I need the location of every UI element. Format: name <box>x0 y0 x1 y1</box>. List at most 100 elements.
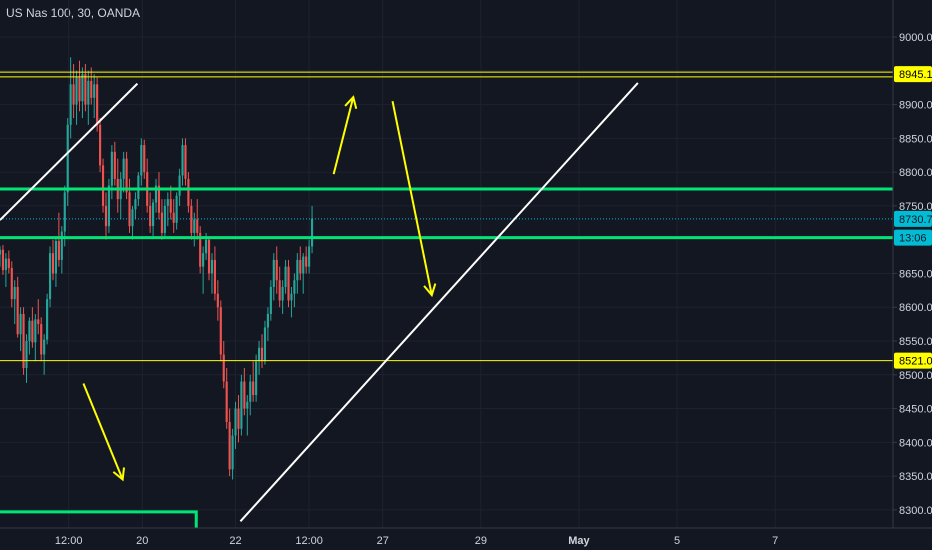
candle-body <box>54 241 58 274</box>
candle-body <box>240 381 243 429</box>
candle-body <box>246 401 249 409</box>
candle-body <box>184 145 187 179</box>
candle-body <box>101 165 105 206</box>
arrow-line <box>391 100 433 296</box>
drawings[interactable] <box>0 82 639 528</box>
candle-body <box>149 205 152 227</box>
candle-body <box>187 178 190 206</box>
candle-body <box>137 175 140 200</box>
horizontal-lines[interactable] <box>0 71 893 362</box>
candle-body <box>125 158 128 193</box>
grid <box>0 0 893 528</box>
candle-body <box>190 205 193 233</box>
candle-body <box>157 185 161 213</box>
candle-body <box>278 280 281 301</box>
candle-body <box>93 84 96 98</box>
candle-body <box>57 241 60 260</box>
candle-body <box>99 124 102 166</box>
price-tag <box>894 229 932 246</box>
candle-body <box>1 249 5 271</box>
candle-body <box>163 205 166 233</box>
candle-body <box>305 256 308 267</box>
x-tick-label: 7 <box>772 535 778 547</box>
candle-body <box>281 286 284 301</box>
candle-body <box>140 145 143 176</box>
candle-body <box>25 340 28 369</box>
y-tick-label: 8650.0 <box>899 268 932 280</box>
candle-body <box>10 268 13 300</box>
x-tick-label: 22 <box>229 535 241 547</box>
candle-body <box>43 339 46 355</box>
candle-body <box>60 231 63 260</box>
candle-body <box>287 266 290 301</box>
arrow-line <box>82 383 124 480</box>
candle-body <box>216 293 219 308</box>
candle-body <box>46 299 49 340</box>
price-axis[interactable]: 9000.08950.08900.08850.08800.08750.08650… <box>892 0 932 550</box>
candle-body <box>160 212 163 233</box>
y-tick-label: 8800.0 <box>899 167 932 179</box>
x-tick-label: 27 <box>377 535 389 547</box>
arrow-head <box>423 283 437 298</box>
candle-body <box>51 253 55 274</box>
candle-body <box>302 256 305 274</box>
candle-body <box>134 199 137 210</box>
price-tag-label: 8730.7 <box>899 214 932 226</box>
arrow-head <box>344 95 358 110</box>
y-tick-label: 8850.0 <box>899 133 932 145</box>
candle-body <box>275 259 278 281</box>
price-tag <box>894 352 932 369</box>
x-tick-label: 20 <box>136 535 148 547</box>
x-tick-label: May <box>568 535 590 547</box>
candle-body <box>257 347 261 362</box>
candle-body <box>213 259 216 294</box>
candle-body <box>296 259 299 281</box>
candle-body <box>31 320 34 343</box>
candle-body <box>199 232 202 267</box>
candle-body <box>237 408 240 429</box>
y-tick-label: 8500.0 <box>899 370 932 382</box>
x-tick-label: 12:00 <box>295 535 323 547</box>
x-tick-label: 12:00 <box>55 535 83 547</box>
candle-body <box>96 84 99 125</box>
candle-body <box>255 361 258 396</box>
price-tag-label: 8945.1 <box>899 69 932 81</box>
candle-body <box>13 286 16 300</box>
price-tag-label: 8521.0 <box>899 356 932 368</box>
candle-body <box>243 381 246 409</box>
y-tick-label: 8600.0 <box>899 302 932 314</box>
time-axis[interactable]: 12:00 20 22 12:00 27 29 May 5 7 <box>0 527 932 550</box>
candle-body <box>22 313 25 369</box>
y-tick-label: 8550.0 <box>899 336 932 348</box>
x-tick-label: 29 <box>475 535 487 547</box>
candle-body <box>252 381 255 396</box>
candle-body <box>122 158 125 179</box>
candles <box>0 57 314 480</box>
candle-body <box>63 192 66 232</box>
candle-body <box>0 249 2 255</box>
candle-body <box>225 381 228 423</box>
price-tag-label: 13:06 <box>899 233 927 245</box>
candle-body <box>166 199 169 206</box>
candle-body <box>4 258 7 271</box>
trend-line <box>0 82 139 221</box>
candle-body <box>34 319 37 343</box>
candle-body <box>113 151 116 179</box>
candle-body <box>310 218 314 247</box>
candle-body <box>37 319 40 325</box>
price-tag <box>894 210 932 227</box>
candle-body <box>299 259 302 274</box>
candle-body <box>172 212 175 223</box>
price-axis-bg <box>893 0 932 550</box>
candle-body <box>81 74 84 102</box>
candle-body <box>7 258 10 269</box>
candle-body <box>90 80 93 98</box>
candle-body <box>128 192 131 227</box>
candle-body <box>40 324 43 355</box>
price-tag <box>894 66 932 83</box>
candle-body <box>87 80 90 105</box>
y-tick-label: 8350.0 <box>899 471 932 483</box>
candle-body <box>249 381 252 402</box>
candle-body <box>210 259 214 274</box>
